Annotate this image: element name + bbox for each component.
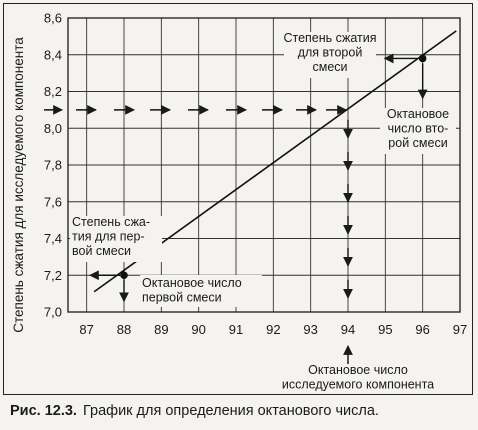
y-tick-label: 8,6 [44, 11, 62, 26]
y-tick-label: 7,0 [44, 305, 62, 320]
second-octane-label: рой смеси [388, 136, 447, 150]
first-octane-label: первой смеси [142, 291, 222, 305]
x-tick-label: 90 [191, 322, 205, 337]
x-tick-label: 92 [266, 322, 280, 337]
x-tick-label: 95 [378, 322, 392, 337]
y-tick-label: 7,4 [44, 231, 62, 246]
y-tick-label: 8,0 [44, 121, 62, 136]
first-ratio-label: вой смеси [72, 244, 131, 258]
plot-frame [67, 17, 461, 313]
octane-chart: 87 88 89 90 91 92 93 94 95 96 97 7,0 7,2 7,4 7,6 7,8 8,0… [11, 11, 467, 392]
x-tick-label: 88 [117, 322, 131, 337]
second-octane-label: Октановое [387, 107, 449, 121]
x-tick-label: 89 [154, 322, 168, 337]
y-tick-label: 7,2 [44, 268, 62, 283]
second-octane-label: число вто- [388, 122, 449, 136]
caption-text: График для определения октанового числа. [82, 403, 379, 419]
y-axis-label: Степень сжатия для исследуемого компонен… [11, 37, 26, 333]
first-ratio-label: тия для пер- [72, 230, 145, 244]
test-octane-label: исследуемого компонента [282, 378, 434, 392]
figure-frame [3, 3, 473, 395]
x-tick-label: 91 [229, 322, 243, 337]
y-tick-label: 8,4 [44, 47, 62, 62]
second-ratio-label: для второй [298, 46, 363, 60]
y-tick-label: 7,6 [44, 194, 62, 209]
second-octane-bg [380, 108, 456, 154]
y-tick-label: 7,8 [44, 158, 62, 173]
x-tick-label: 93 [303, 322, 317, 337]
second-mixture-point [418, 54, 427, 63]
x-tick-label: 96 [415, 322, 429, 337]
x-tick-label: 97 [453, 322, 467, 337]
second-ratio-label: смеси [312, 60, 347, 74]
second-ratio-bg [284, 32, 376, 78]
first-octane-label: Октановое число [142, 276, 242, 290]
y-tick-label: 8,2 [44, 84, 62, 99]
first-ratio-bg [70, 216, 162, 262]
first-ratio-label: Степень сжа- [72, 215, 150, 229]
first-octane-bg [140, 275, 262, 307]
figure-caption: Рис. 12.3. График для определения октанов… [10, 403, 379, 419]
x-tick-label: 87 [79, 322, 93, 337]
caption-number: Рис. 12.3. [10, 403, 77, 419]
first-mixture-point [120, 271, 128, 280]
second-ratio-label: Степень сжатия [283, 31, 376, 45]
x-tick-label: 94 [341, 322, 355, 337]
test-octane-label: Октановое число [308, 363, 408, 377]
